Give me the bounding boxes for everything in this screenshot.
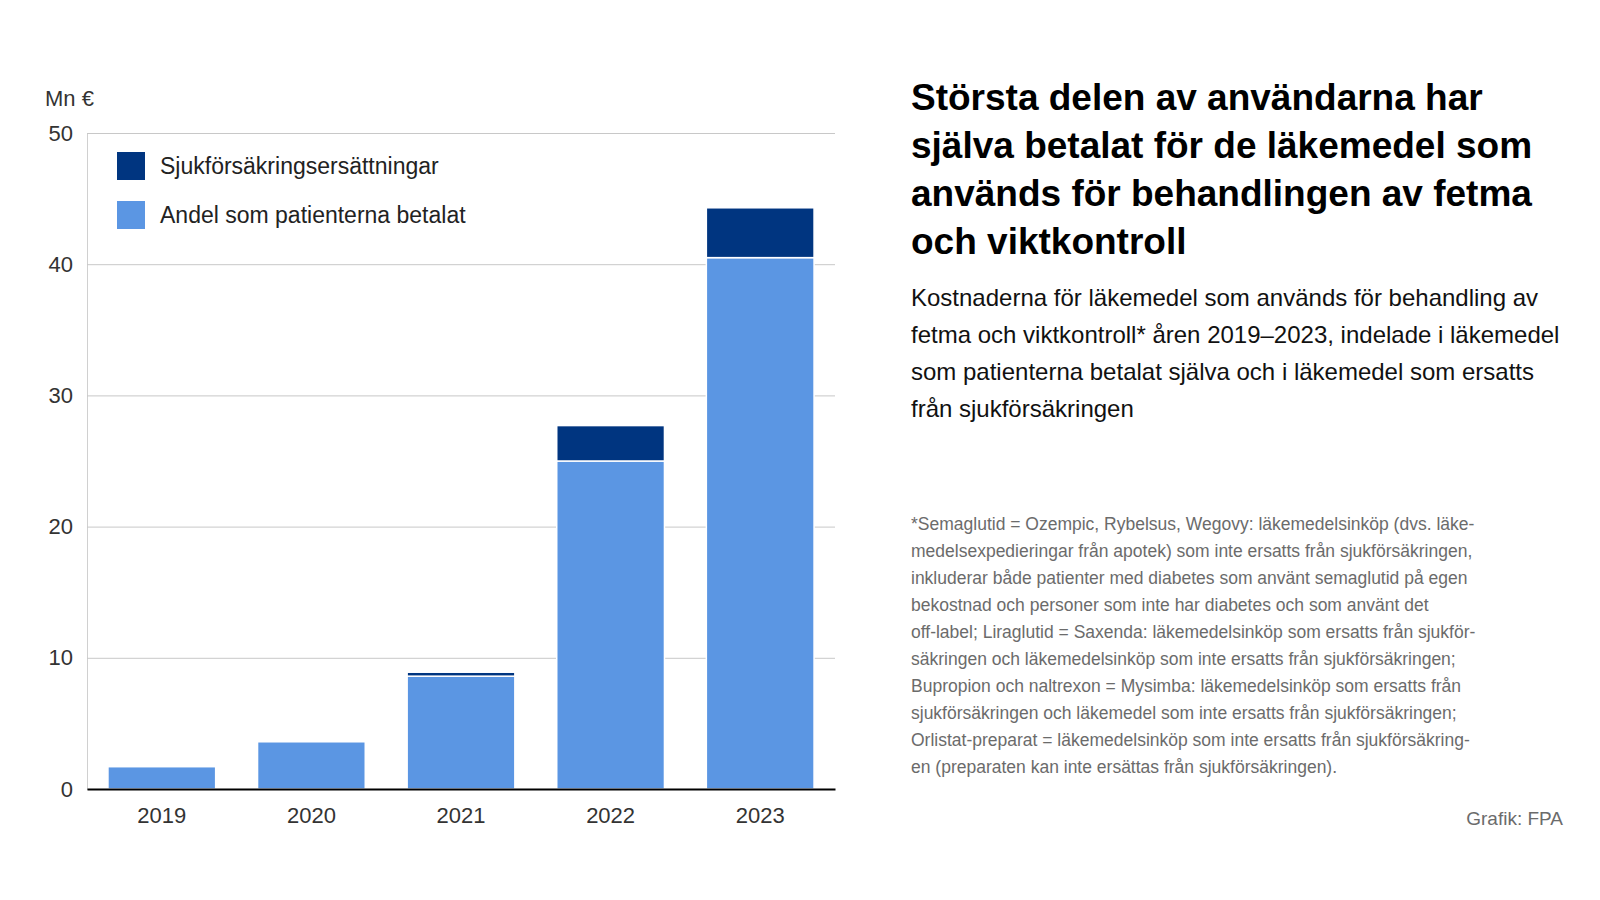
bars (108, 208, 814, 789)
bar-segment (557, 426, 665, 461)
y-axis-label: Mn € (45, 86, 94, 111)
y-tick-label: 0 (61, 777, 73, 802)
legend-label: Andel som patienterna betalat (160, 202, 466, 228)
y-axis-line (88, 134, 836, 790)
y-tick-label: 50 (49, 121, 73, 146)
bar-segment (407, 676, 515, 789)
y-tick-label: 20 (49, 514, 73, 539)
footnote: medelsexpedieringar från apotek) som int… (911, 541, 1472, 561)
x-axis: 2019 2020 2021 2022 2023 (88, 789, 836, 828)
bar-segment (557, 461, 665, 789)
x-tick: 2023 (736, 789, 785, 828)
footnote: sjukförsäkringen och läkemedel som inte … (911, 703, 1457, 723)
x-tick-label: 2019 (137, 803, 186, 828)
x-tick-label: 2022 (586, 803, 635, 828)
y-axis: 0 10 20 30 40 50 (49, 121, 835, 802)
y-tick-label: 10 (49, 645, 73, 670)
footnote: inkluderar både patienter med diabetes s… (911, 568, 1467, 588)
legend-swatch (117, 201, 145, 229)
x-tick: 2019 (137, 789, 186, 828)
source: Grafik: FPA (1466, 808, 1563, 829)
legend-swatch (117, 152, 145, 180)
footnote: *Semaglutid = Ozempic, Rybelsus, Wegovy:… (911, 514, 1474, 534)
x-tick-label: 2023 (736, 803, 785, 828)
subtitle: Kostnaderna för läkemedel som används fö… (911, 284, 1559, 422)
x-tick: 2021 (437, 789, 486, 828)
x-axis-line (88, 789, 836, 791)
bar-segment (706, 258, 814, 789)
bar-segment (258, 742, 366, 789)
y-tick-label: 30 (49, 383, 73, 408)
bar-segment (108, 767, 216, 789)
bar-segment (258, 741, 366, 743)
legend: Sjukförsäkringsersättningar Andel som pat… (117, 152, 466, 229)
footnote: säkringen och läkemedelsinköp som inte e… (911, 649, 1456, 669)
bar-segment (108, 766, 216, 768)
footnote: Orlistat-preparat = läkemedelsinköp som … (911, 730, 1470, 750)
y-tick: 50 (49, 121, 835, 146)
footnote: off-label; Liraglutid = Saxenda: läkemed… (911, 622, 1476, 642)
y-tick-label: 40 (49, 252, 73, 277)
footnote: Bupropion och naltrexon = Mysimba: läkem… (911, 676, 1461, 696)
x-tick-label: 2021 (437, 803, 486, 828)
x-tick: 2020 (287, 789, 336, 828)
footnote: en (preparaten kan inte ersättas från sj… (911, 757, 1337, 777)
grid-line (87, 789, 835, 790)
x-tick-label: 2020 (287, 803, 336, 828)
x-tick: 2022 (586, 789, 635, 828)
grid-line (87, 133, 835, 134)
bar-segment (407, 672, 515, 676)
chart: 0 10 20 30 40 50 Mn € 2019 2020 2021 2022 2023 Sjukf… (0, 0, 1600, 900)
title: Största delen av användarna harsjälva be… (911, 77, 1532, 262)
bar-segment (706, 208, 814, 258)
legend-label: Sjukförsäkringsersättningar (160, 153, 439, 179)
footnote: bekostnad och personer som inte har diab… (911, 595, 1429, 615)
